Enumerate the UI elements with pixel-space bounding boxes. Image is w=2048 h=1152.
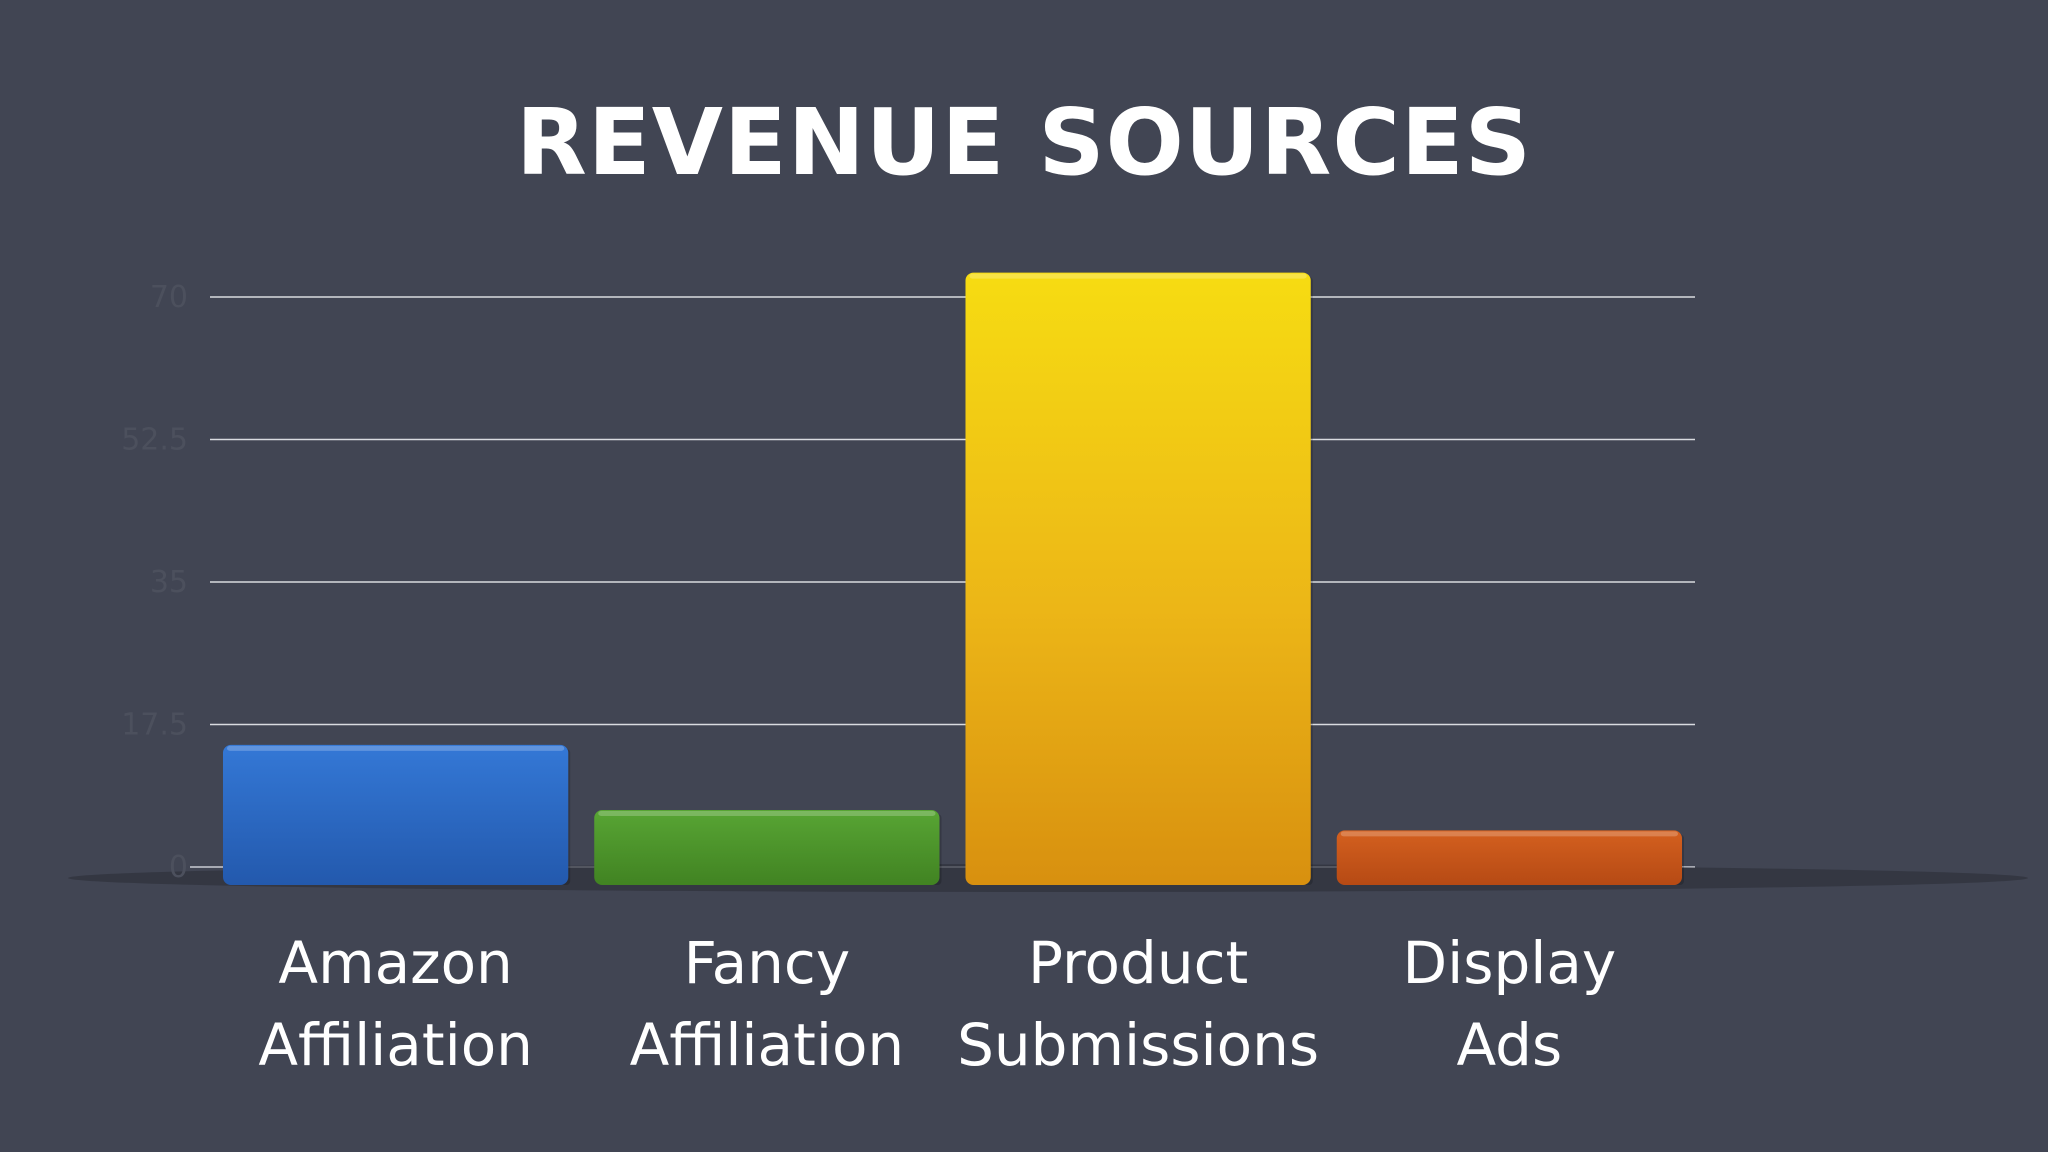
y-tick-label: 70 (150, 280, 188, 315)
bar (594, 810, 940, 885)
bar (1336, 830, 1683, 885)
bar-highlight (1340, 831, 1679, 837)
x-category-label: Fancy Affiliation (629, 929, 905, 1079)
y-tick-label: 35 (150, 565, 188, 600)
bar (222, 744, 569, 885)
bar-highlight (598, 811, 936, 816)
x-category-label: Product Submissions (957, 929, 1320, 1079)
y-tick-label: 52.5 (121, 423, 188, 458)
x-category-label: Amazon Affiliation (258, 929, 533, 1079)
bar-highlight (226, 745, 565, 751)
bar-highlight (969, 273, 1307, 279)
y-tick-label: 17.5 (121, 708, 188, 743)
bar (965, 272, 1311, 886)
y-tick-label: 0 (169, 850, 188, 885)
x-category-label: Display Ads (1402, 929, 1617, 1079)
chart-title: REVENUE SOURCES (516, 89, 1532, 196)
